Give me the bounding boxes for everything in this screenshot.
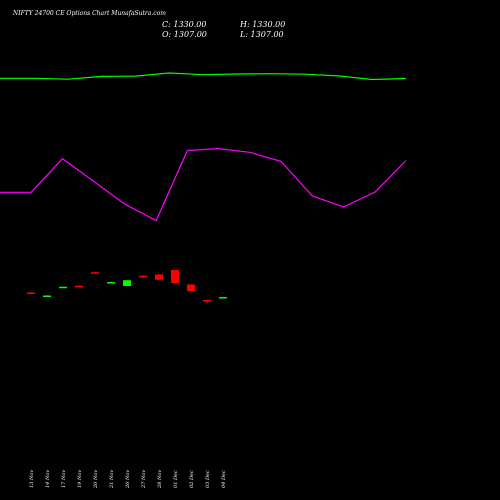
- x-tick-label: 02 Dec: [189, 470, 195, 488]
- candles-layer: [27, 270, 227, 304]
- x-tick-label: 26 Nov: [125, 470, 131, 489]
- ohlc-high-label: H: 1330.00: [239, 20, 285, 29]
- candle: [139, 275, 147, 278]
- candle-body: [187, 284, 195, 292]
- x-tick-label: 17 Nov: [61, 470, 67, 488]
- x-tick-label: 13 Nov: [29, 470, 35, 488]
- candle-body: [43, 295, 51, 297]
- x-tick-label: 01 Dec: [173, 470, 179, 488]
- candle-body: [155, 274, 163, 280]
- candle-body: [203, 300, 211, 302]
- x-axis-ticks: 13 Nov 14 Nov 17 Nov 19 Nov 20 Nov 21 Nov 26 N…: [29, 470, 227, 489]
- candle: [155, 274, 163, 281]
- candle-body: [139, 275, 147, 278]
- candle: [107, 281, 115, 284]
- x-tick-label: 19 Nov: [77, 470, 83, 488]
- candle: [75, 285, 83, 288]
- magenta-indicator-layer: [0, 147, 407, 222]
- candle-body: [91, 272, 99, 274]
- green-indicator-line: [0, 72, 407, 81]
- candle: [27, 292, 35, 294]
- x-tick-label: 04 Dec: [221, 470, 227, 488]
- ohlc-open-label: O: 1307.00: [162, 30, 207, 39]
- candle-body: [59, 286, 67, 289]
- candle: [123, 280, 131, 286]
- x-tick-label: 28 Nov: [157, 470, 163, 489]
- x-tick-label: 14 Nov: [45, 470, 51, 488]
- x-tick-label: 27 Nov: [141, 470, 147, 489]
- green-indicator-layer: [0, 72, 407, 81]
- candle: [91, 271, 99, 274]
- candle: [59, 286, 67, 289]
- candle-body: [107, 282, 115, 284]
- candle: [43, 295, 51, 297]
- x-tick-label: 03 Dec: [205, 470, 211, 488]
- candle: [171, 270, 179, 283]
- x-tick-label: 21 Nov: [109, 470, 115, 489]
- x-tick-label: 20 Nov: [93, 470, 99, 489]
- ohlc-low-label: L: 1307.00: [239, 30, 284, 39]
- candle-body: [27, 292, 35, 294]
- candle: [187, 284, 195, 292]
- candle: [203, 299, 211, 304]
- candle-body: [75, 285, 83, 288]
- candle-body: [123, 280, 131, 286]
- chart-title: NIFTY 24700 CE Options Chart MunafaSutra…: [12, 10, 166, 17]
- magenta-indicator-line: [0, 147, 407, 222]
- candle-body: [219, 297, 227, 299]
- candle-body: [171, 270, 179, 283]
- ohlc-close-label: C: 1330.00: [162, 20, 206, 29]
- candle: [219, 296, 227, 299]
